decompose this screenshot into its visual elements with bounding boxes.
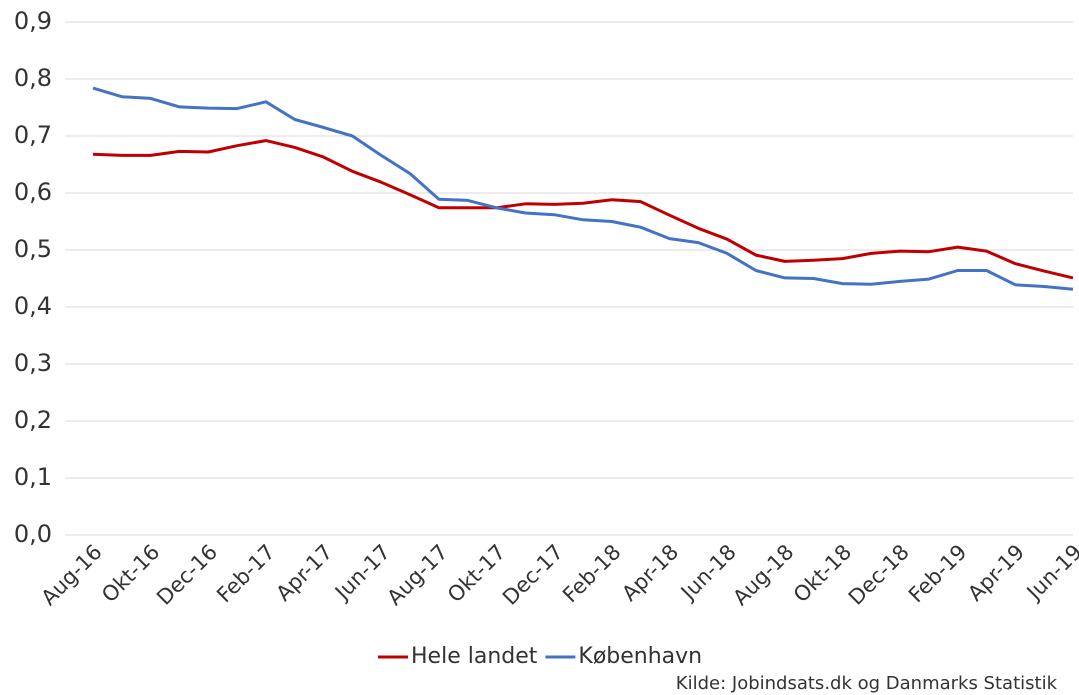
y-tick-label: 0,8	[14, 64, 52, 92]
x-tick-label: Aug-17	[382, 540, 452, 610]
x-tick-label: Apr-17	[271, 540, 337, 606]
source: Kilde: Jobindsats.dk og Danmarks Statist…	[676, 673, 1058, 694]
legend-label: København	[578, 644, 702, 669]
x-tick-label: Dec-16	[152, 540, 222, 610]
y-tick-label: 0,7	[14, 121, 52, 149]
x-tick-label: Okt-16	[97, 540, 164, 607]
y-tick-label: 0,3	[14, 349, 52, 377]
line-series	[92, 86, 1074, 291]
x-tick-label: Okt-17	[443, 540, 510, 607]
x-tick-label: Feb-18	[558, 540, 626, 608]
x-tick-label: Feb-19	[904, 540, 972, 608]
x-tick-label: Apr-19	[963, 540, 1029, 606]
y-tick-label: 0,6	[14, 178, 52, 206]
x-tick-label: Feb-17	[212, 540, 280, 608]
y-tick-label: 0,0	[14, 520, 52, 548]
y-tick-label: 0,9	[14, 7, 52, 35]
y-tick-label: 0,4	[14, 292, 52, 320]
x-tick-label: Aug-16	[37, 540, 107, 610]
x-tick-label: Apr-18	[617, 540, 683, 606]
x-tick-label: Dec-18	[844, 540, 914, 610]
y-tick-label: 0,5	[14, 235, 52, 263]
line-series	[92, 139, 1074, 280]
legend-label: Hele landet	[411, 644, 538, 669]
x-tick-label: Dec-17	[498, 540, 568, 610]
y-tick-label: 0,2	[14, 406, 52, 434]
x-tick-label: Okt-18	[789, 540, 856, 607]
x-tick-label: Aug-18	[728, 540, 798, 610]
x-tick-label: Jun-19	[1021, 540, 1079, 606]
y-tick-label: 0,1	[14, 463, 52, 491]
